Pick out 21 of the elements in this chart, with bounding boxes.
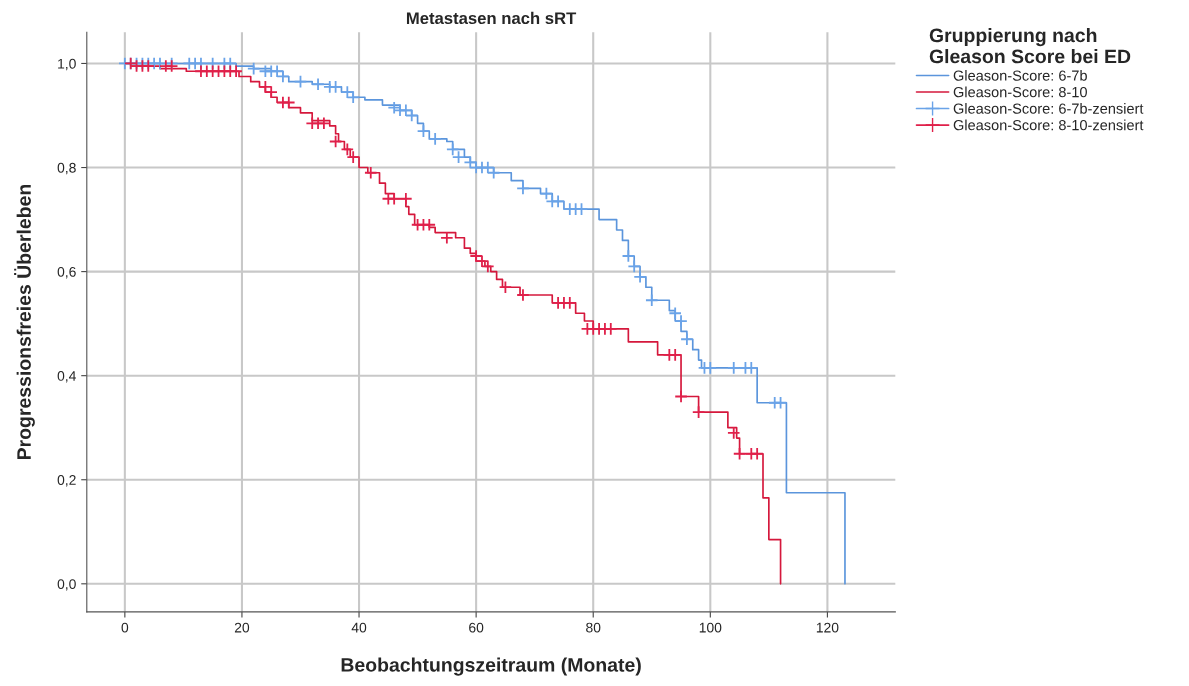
legend-label: Gleason-Score: 8-10 [953, 86, 1087, 98]
y-tick-label: 0,4 [57, 371, 76, 383]
chart-title: Metastasen nach sRT [406, 11, 577, 25]
legend-label: Gleason-Score: 8-10-zensiert [953, 119, 1144, 131]
x-tick-label: 0 [121, 622, 129, 633]
x-axis-title: Beobachtungszeitraum (Monate) [341, 657, 641, 676]
x-tick-label: 20 [234, 622, 250, 633]
x-tick-label: 120 [816, 622, 839, 633]
x-tick-label: 80 [586, 622, 601, 633]
legend-title: Gruppierung nach Gleason Score bei ED [929, 27, 1131, 64]
y-tick-label: 0,6 [57, 266, 76, 279]
legend-label: Gleason-Score: 6-7b-zensiert [953, 103, 1144, 114]
x-tick-label: 100 [699, 622, 722, 633]
x-tick-label: 40 [351, 622, 367, 633]
y-tick-label: 0,0 [57, 579, 76, 591]
y-tick-label: 0,8 [57, 162, 76, 175]
y-tick-label: 0,2 [57, 475, 76, 487]
legend-label: Gleason-Score: 6-7b [953, 70, 1087, 81]
y-tick-label: 1,0 [58, 58, 76, 71]
x-tick-label: 60 [469, 622, 484, 633]
y-axis-title: Progressionsfreies Überleben [14, 184, 35, 460]
